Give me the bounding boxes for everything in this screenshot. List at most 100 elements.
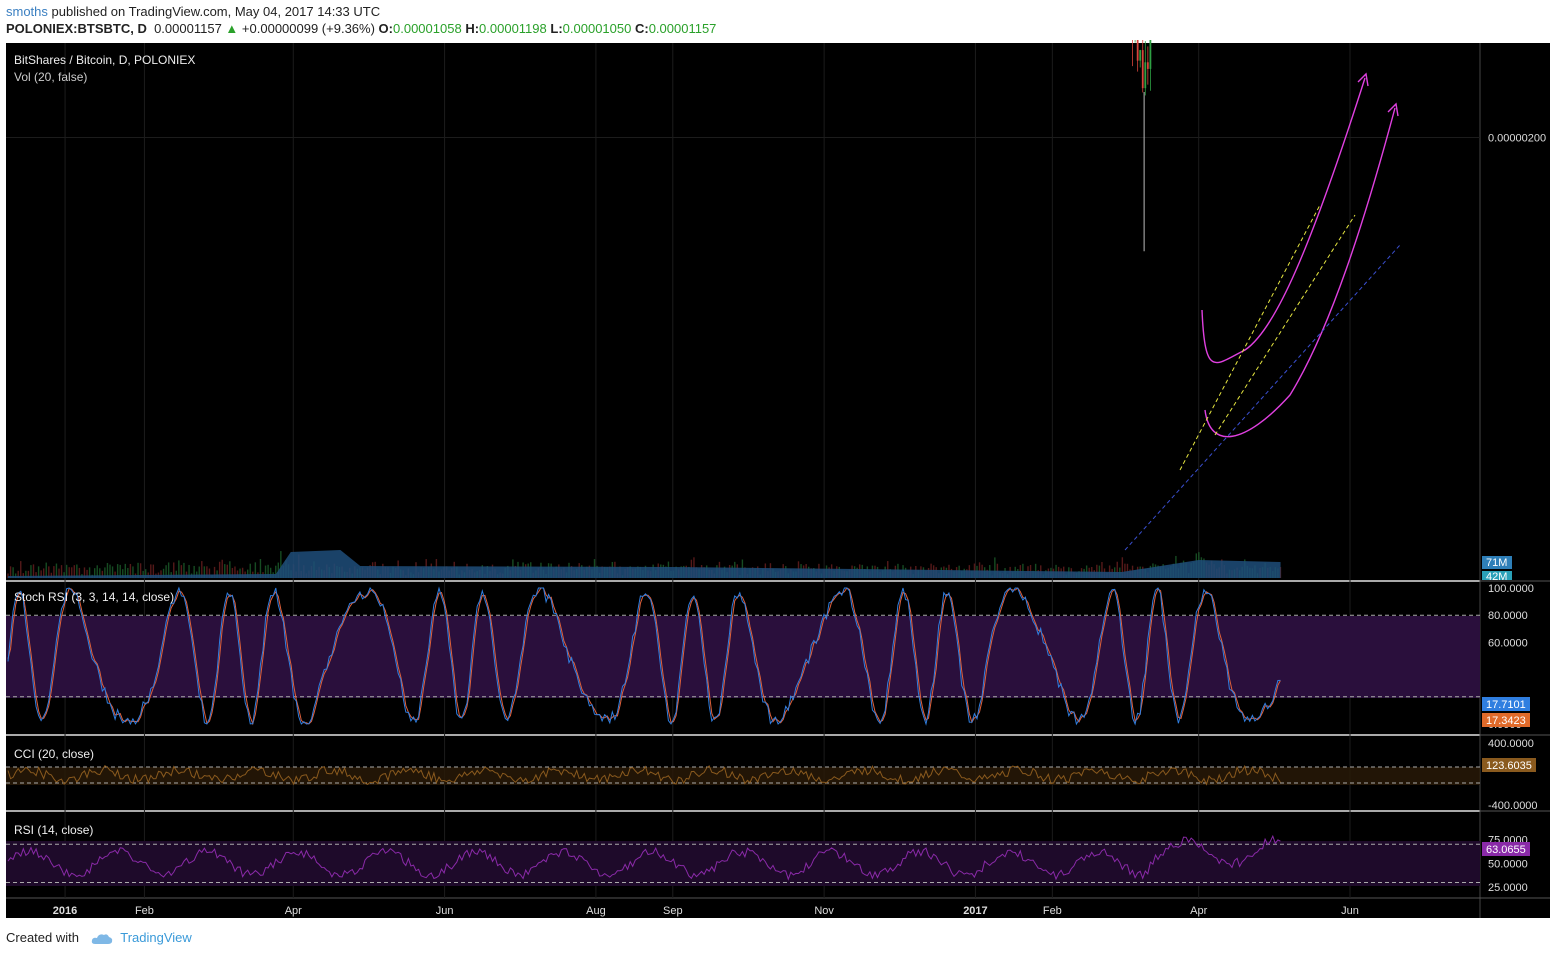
- volume-bar: [180, 565, 183, 578]
- last-price: 0.00001157: [154, 21, 222, 36]
- cci-value-box: [1482, 758, 1536, 772]
- candle-body[interactable]: [1146, 62, 1149, 69]
- candle-body[interactable]: [1141, 50, 1144, 89]
- time-tick-label: Apr: [285, 905, 302, 917]
- volume-bar: [1121, 557, 1124, 578]
- volume-bar: [25, 570, 27, 578]
- candle-body[interactable]: [1149, 40, 1152, 69]
- volume-bar: [73, 565, 75, 578]
- open-value: 0.00001058: [393, 21, 462, 36]
- volume-bar: [1022, 563, 1024, 578]
- volume-bar: [213, 566, 216, 578]
- rsi-tick-label: 50.0000: [1488, 858, 1528, 870]
- tradingview-link[interactable]: TradingView: [120, 930, 192, 945]
- price-axis[interactable]: [1480, 43, 1550, 918]
- volume-bar: [78, 567, 81, 578]
- volume-bar: [68, 567, 70, 578]
- cci-value: 123.6035: [1486, 760, 1532, 772]
- volume-bar: [104, 567, 106, 578]
- upper-curve-drawing[interactable]: [1201, 77, 1366, 364]
- volume-bar: [229, 561, 231, 578]
- volume-bar: [241, 567, 244, 578]
- volume-bar: [167, 562, 170, 578]
- volume-bar: [17, 570, 19, 578]
- candle-body[interactable]: [1144, 62, 1147, 89]
- volume-bar: [27, 570, 30, 578]
- volume-bar: [129, 563, 132, 578]
- publish-line: smoths published on TradingView.com, May…: [6, 4, 380, 19]
- change-value: +0.00000099 (+9.36%): [241, 21, 375, 36]
- volume-bar: [76, 564, 78, 578]
- volume-bar: [139, 563, 142, 578]
- volume-bar: [43, 568, 45, 578]
- chart-canvas[interactable]: 0.00000200 2016 Feb Apr Jun Aug Sep Nov 2017 Feb A…: [0, 40, 1556, 920]
- time-tick-label: Feb: [135, 905, 154, 917]
- blue-trendline[interactable]: [1124, 244, 1401, 551]
- volume-bar: [137, 562, 139, 578]
- volume-pane-title: Vol (20, false): [14, 70, 87, 84]
- volume-bar: [88, 567, 91, 578]
- volume-bar: [20, 561, 22, 578]
- volume-bar: [53, 566, 55, 578]
- yellow-channel-upper[interactable]: [1179, 204, 1321, 471]
- volume-bar: [160, 570, 162, 578]
- volume-bar: [231, 567, 234, 578]
- time-axis: [6, 898, 1480, 918]
- stoch-tick-label: 80.0000: [1488, 610, 1528, 622]
- arrow-head-icon: [1387, 102, 1399, 117]
- candle-body[interactable]: [1139, 50, 1142, 61]
- volume-bar: [277, 562, 279, 578]
- volume-bar: [86, 569, 88, 578]
- rsi-band-fill: [6, 841, 1480, 886]
- volume-bar: [7, 573, 9, 578]
- footer: Created with TradingView: [6, 930, 192, 945]
- volume-bar: [1101, 562, 1103, 578]
- volume-bar: [224, 564, 226, 578]
- volume-bar: [208, 568, 211, 578]
- volume-label-box: [1482, 571, 1512, 580]
- stoch-tick-label: 100.0000: [1488, 583, 1534, 595]
- rsi-tick-label: 25.0000: [1488, 882, 1528, 894]
- volume-bar: [269, 567, 272, 578]
- created-with-text: Created with: [6, 930, 79, 945]
- volume-bar: [145, 569, 147, 578]
- cci-pane-title: CCI (20, close): [14, 747, 94, 761]
- volume-bar: [40, 570, 42, 578]
- stoch-d-value-box: [1482, 713, 1530, 727]
- volume-bar: [111, 566, 114, 578]
- volume-bar: [259, 558, 262, 578]
- arrow-head-icon: [1357, 72, 1369, 87]
- volume-bar: [150, 564, 152, 578]
- volume-bar: [122, 569, 124, 578]
- volume-bar: [127, 567, 129, 578]
- volume-bar: [198, 566, 200, 578]
- volume-bar: [1116, 561, 1118, 578]
- volume-bar: [218, 561, 221, 578]
- cci-tick-label: 400.0000: [1488, 738, 1534, 750]
- cci-band-fill: [6, 767, 1480, 785]
- price-tick-label: 0.00000200: [1488, 133, 1546, 145]
- volume-bar: [114, 571, 116, 578]
- volume-bar: [22, 573, 24, 578]
- volume-bar: [55, 563, 58, 578]
- author-link[interactable]: smoths: [6, 4, 48, 19]
- volume-bar: [63, 572, 65, 578]
- yellow-channel-lower[interactable]: [1214, 214, 1356, 436]
- volume-bar: [99, 568, 101, 578]
- open-label: O:: [378, 21, 393, 36]
- volume-bar: [201, 561, 203, 578]
- stoch-k-value: 17.7101: [1486, 699, 1526, 711]
- symbol-label: POLONIEX:BTSBTC, D: [6, 21, 147, 36]
- cci-tick-label: -400.0000: [1488, 800, 1538, 812]
- volume-bar: [234, 566, 236, 578]
- volume-value-label: 42M: [1486, 571, 1507, 583]
- close-label: C:: [634, 21, 649, 36]
- volume-bar: [254, 562, 257, 578]
- stoch-k-value-box: [1482, 697, 1530, 711]
- volume-bar: [30, 565, 32, 578]
- price-pane[interactable]: [6, 43, 1480, 580]
- candle-body[interactable]: [1136, 40, 1139, 61]
- volume-bar: [116, 564, 119, 578]
- volume-bar: [236, 570, 239, 578]
- lower-curve-drawing[interactable]: [1204, 107, 1396, 438]
